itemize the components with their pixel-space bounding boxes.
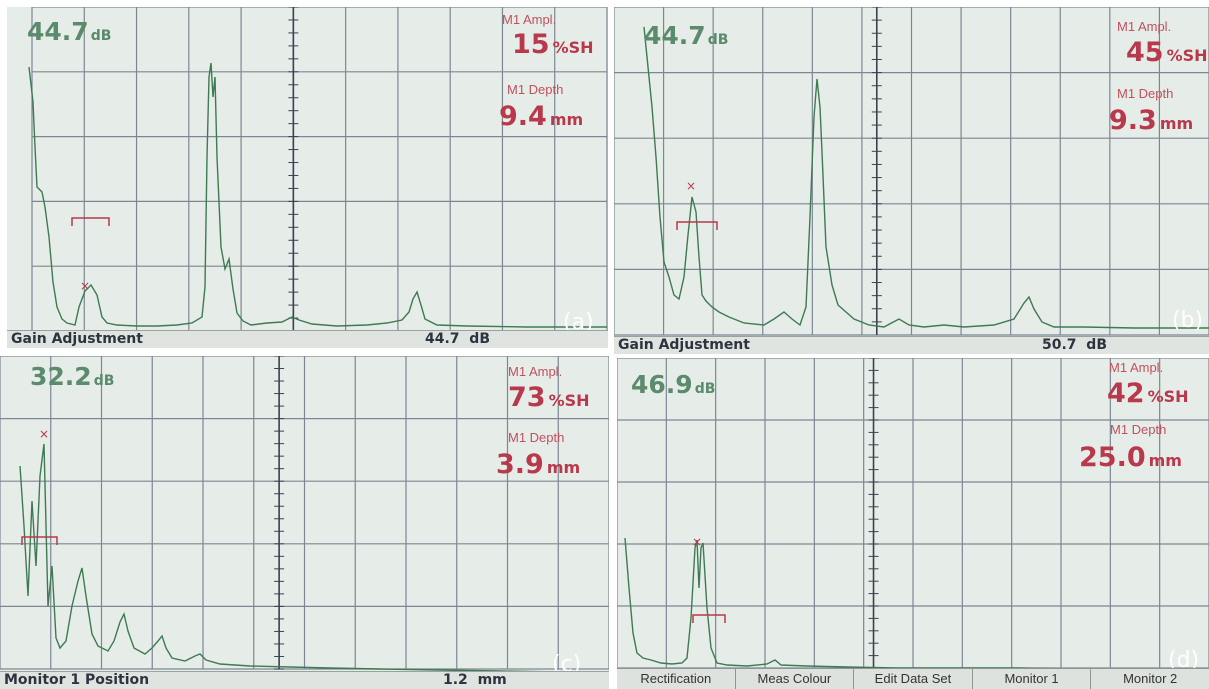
softkey-menu-bar: Rectification Meas Colour Edit Data Set … [617, 668, 1209, 689]
m1-depth-value: 3.9 mm [496, 449, 581, 480]
m1-ampl-label: M1 Ampl. [1109, 360, 1164, 375]
status-value: 44.7 dB [425, 331, 490, 347]
ascan-display-c: × [0, 356, 609, 673]
ascan-display-b: × [614, 7, 1209, 336]
m1-ampl-value: 73 %SH [508, 382, 590, 413]
panel-a: × 44.7 dB M1 Ampl. 15 %SH M1 Depth 9.4 mm (… [7, 7, 608, 348]
peak-marker: × [692, 535, 702, 549]
status-bar: Gain Adjustment 50.7 dB [614, 336, 1209, 354]
m1-depth-label: M1 Depth [508, 430, 565, 445]
menu-monitor-1[interactable]: Monitor 1 [973, 669, 1092, 689]
gain-readout: 44.7 dB [27, 17, 112, 46]
measurement-gate [21, 536, 58, 545]
ascan-trace [624, 537, 1209, 670]
m1-depth-value: 25.0 mm [1079, 442, 1182, 473]
peak-marker: × [80, 279, 90, 293]
measurement-gate [692, 614, 726, 623]
status-label: Monitor 1 Position [4, 672, 150, 688]
m1-ampl-label: M1 Ampl. [508, 364, 563, 379]
status-value: 1.2 mm [443, 672, 507, 688]
ascan-trace [28, 62, 607, 328]
m1-ampl-label: M1 Ampl. [502, 12, 557, 27]
m1-depth-label: M1 Depth [507, 82, 564, 97]
m1-ampl-value: 45 %SH [1126, 37, 1208, 68]
m1-depth-value: 9.3 mm [1109, 105, 1194, 136]
peak-marker: × [686, 179, 696, 193]
gain-readout: 32.2 dB [30, 362, 115, 391]
panel-d: × 46.9 dB M1 Ampl. 42 %SH M1 Depth 25.0 mm … [617, 358, 1209, 689]
gain-readout: 44.7 dB [644, 21, 729, 50]
m1-ampl-label: M1 Ampl. [1117, 19, 1172, 34]
m1-depth-value: 9.4 mm [499, 101, 584, 132]
ascan-trace [643, 26, 1209, 329]
status-value: 50.7 dB [1042, 337, 1107, 353]
m1-ampl-value: 15 %SH [512, 29, 594, 60]
gain-readout: 46.9 dB [631, 370, 716, 399]
ascan-trace [19, 443, 609, 673]
menu-monitor-2[interactable]: Monitor 2 [1123, 671, 1178, 686]
panel-tag: (b) [1172, 308, 1204, 333]
measurement-gate [71, 217, 110, 226]
status-bar: Gain Adjustment 44.7 dB [7, 330, 608, 348]
measurement-gate [676, 221, 718, 230]
panel-b: × 44.7 dB M1 Ampl. 45 %SH M1 Depth 9.3 mm (… [614, 7, 1209, 354]
menu-rectification[interactable]: Rectification [617, 669, 736, 689]
menu-edit-data-set[interactable]: Edit Data Set [854, 669, 973, 689]
m1-depth-label: M1 Depth [1110, 422, 1167, 437]
menu-meas-colour[interactable]: Meas Colour [736, 669, 855, 689]
status-label: Gain Adjustment [11, 331, 143, 347]
status-bar: Monitor 1 Position 1.2 mm [0, 671, 609, 689]
m1-ampl-value: 42 %SH [1107, 378, 1189, 409]
peak-marker: × [39, 427, 49, 441]
panel-c: × 32.2 dB M1 Ampl. 73 %SH M1 Depth 3.9 mm (… [0, 356, 609, 689]
status-label: Gain Adjustment [618, 337, 750, 353]
m1-depth-label: M1 Depth [1117, 86, 1174, 101]
